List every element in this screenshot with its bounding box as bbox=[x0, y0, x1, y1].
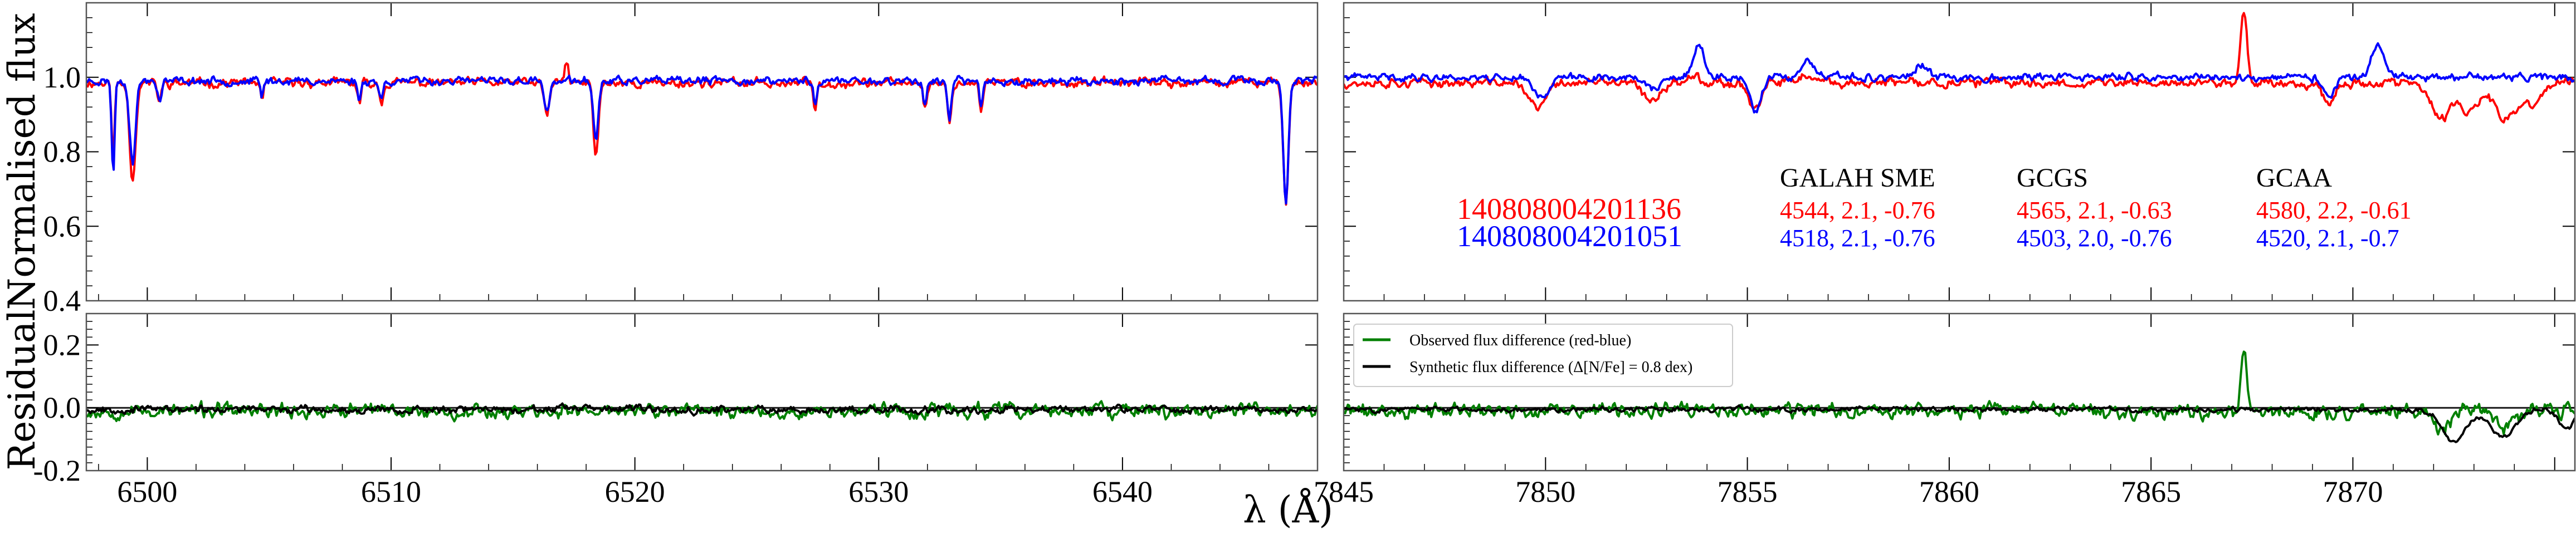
y-tick-label: 1.0 bbox=[43, 61, 81, 94]
series-line-0 bbox=[86, 62, 1318, 206]
pipeline-gcgs-red-value: 4565, 2.1, -0.63 bbox=[2017, 197, 2172, 224]
pipeline-gcaa-red-value: 4580, 2.2, -0.61 bbox=[2256, 197, 2412, 224]
pipeline-gcaa-blue-value: 4520, 2.1, -0.7 bbox=[2256, 224, 2399, 252]
panel-resid_right: 7845 7850 7855 7860 7865 7870 bbox=[1314, 312, 2576, 508]
panel-resid_left: -0.2 0.0 0.2 6500 6510 6520 6530 6540 bbox=[33, 312, 1319, 508]
star-id-blue: 140808004201051 bbox=[1457, 219, 1682, 253]
pipeline-name-galah-sme: GALAH SME bbox=[1780, 163, 1935, 193]
pipeline-galah-red-value: 4544, 2.1, -0.76 bbox=[1780, 197, 1935, 224]
y-axis-label-residual: Residual bbox=[1, 310, 43, 471]
series-line-1 bbox=[86, 74, 1318, 205]
pipeline-name-gcgs: GCGS bbox=[2017, 163, 2088, 193]
legend-label-observed: Observed flux difference (red-blue) bbox=[1409, 332, 1631, 349]
x-tick-label: 6520 bbox=[605, 475, 665, 508]
x-tick-label: 7860 bbox=[1919, 475, 1979, 508]
x-tick-label: 6530 bbox=[848, 475, 909, 508]
panel-frame bbox=[85, 2, 1319, 302]
panel-flux_left: 0.4 0.6 0.8 1.0 bbox=[43, 2, 1319, 317]
series-line-0 bbox=[1344, 12, 2575, 124]
y-tick-label: 0.0 bbox=[43, 391, 81, 424]
y-tick-label: 0.2 bbox=[43, 328, 81, 361]
pipeline-name-gcaa: GCAA bbox=[2256, 163, 2332, 193]
x-tick-label: 6540 bbox=[1092, 475, 1153, 508]
panels-layer: 0.4 0.6 0.8 1.0 -0.2 0.0 0.2 6500 6510 6520 6530 65… bbox=[33, 2, 2576, 508]
x-tick-label: 7845 bbox=[1314, 475, 1374, 508]
pipeline-gcgs-blue-value: 4503, 2.0, -0.76 bbox=[2017, 224, 2172, 252]
series-line-1 bbox=[1344, 42, 2575, 114]
x-tick-label: 7865 bbox=[2121, 475, 2181, 508]
x-tick-label: 7855 bbox=[1718, 475, 1778, 508]
series-line-1 bbox=[86, 402, 1318, 417]
panel-frame bbox=[1343, 2, 2576, 302]
x-tick-label: 7850 bbox=[1515, 475, 1575, 508]
pipeline-galah-blue-value: 4518, 2.1, -0.76 bbox=[1780, 224, 1935, 252]
legend-frame bbox=[1353, 324, 1733, 387]
legend: Observed flux difference (red-blue) Synt… bbox=[1353, 324, 1733, 387]
y-tick-label: 0.4 bbox=[43, 284, 81, 317]
y-tick-label: -0.2 bbox=[33, 454, 81, 487]
panel-frame bbox=[1343, 312, 2576, 472]
x-axis-label: λ (Å) bbox=[1243, 488, 1333, 531]
panel-flux_right bbox=[1343, 2, 2576, 302]
star-id-red: 140808004201136 bbox=[1457, 192, 1681, 226]
panel-frame bbox=[85, 312, 1319, 472]
y-tick-label: 0.6 bbox=[43, 209, 81, 243]
series-line-0 bbox=[86, 400, 1318, 423]
x-tick-label: 6510 bbox=[361, 475, 421, 508]
y-tick-label: 0.8 bbox=[43, 135, 81, 169]
legend-label-synthetic: Synthetic flux difference (Δ[N/Fe] = 0.8… bbox=[1409, 359, 1692, 376]
x-tick-label: 7870 bbox=[2323, 475, 2383, 508]
y-axis-label-flux: Normalised flux bbox=[1, 13, 43, 310]
x-tick-label: 6500 bbox=[117, 475, 177, 508]
series-line-1 bbox=[1344, 404, 2575, 443]
